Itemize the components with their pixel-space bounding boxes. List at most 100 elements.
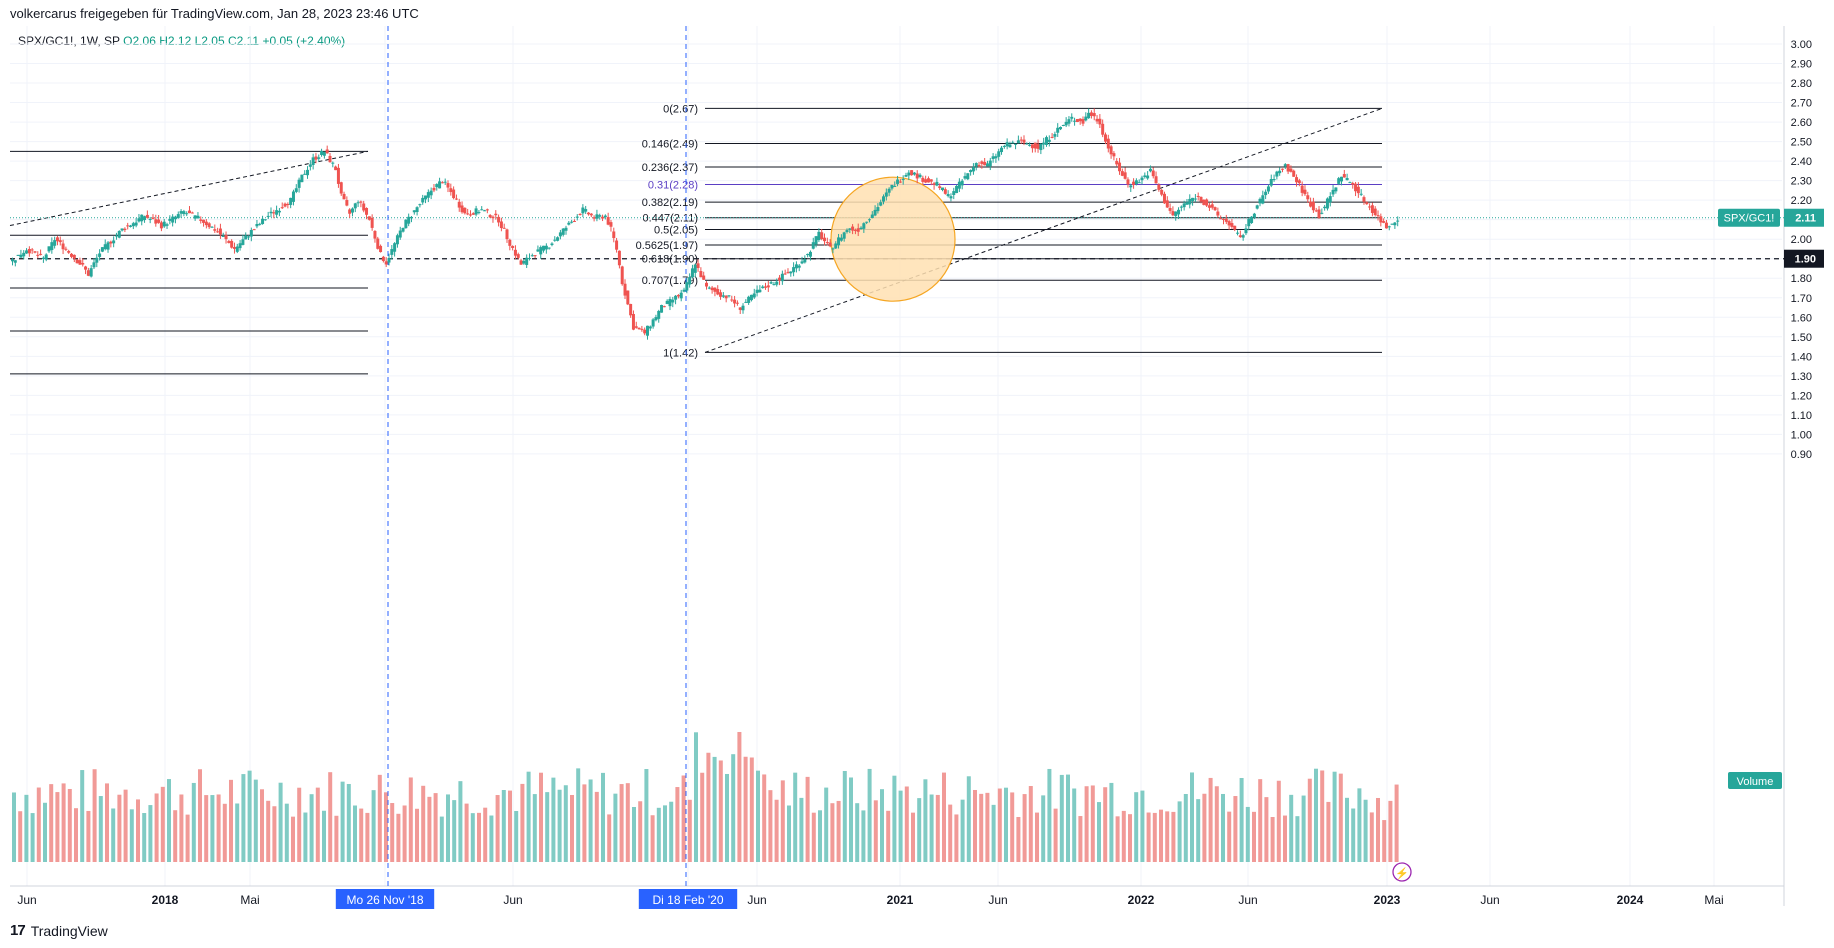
candle-body <box>426 192 430 198</box>
candle-body <box>1067 119 1071 124</box>
candle-body <box>435 184 439 188</box>
candle-body <box>370 217 374 228</box>
candle-body <box>651 319 655 327</box>
candle-body <box>148 218 152 220</box>
candle-body <box>362 203 366 211</box>
candle-body <box>603 215 607 218</box>
price-tick-label: 2.20 <box>1791 195 1812 207</box>
volume-bar <box>793 772 798 862</box>
candle-body <box>1002 145 1006 147</box>
volume-bar <box>557 789 562 862</box>
candle-body <box>1070 116 1074 119</box>
candle-body <box>561 228 565 235</box>
volume-bar <box>1128 814 1132 862</box>
candle-body <box>747 296 751 303</box>
candle-body <box>78 260 82 265</box>
candle-body <box>1120 171 1124 176</box>
candle-body <box>44 254 48 260</box>
candle-body <box>876 207 880 212</box>
candle-body <box>1261 195 1265 204</box>
volume-bar <box>1338 773 1343 862</box>
candle-body <box>1280 168 1284 170</box>
volume-bar <box>222 803 227 862</box>
candle-body <box>1143 175 1147 178</box>
candle-body <box>1022 139 1026 143</box>
candle-body <box>629 303 633 316</box>
candle-body <box>637 327 641 330</box>
candle-body <box>272 212 276 214</box>
candle-body <box>724 295 728 299</box>
candle-body <box>1227 221 1231 226</box>
candle-body <box>474 208 478 215</box>
price-tick-label: 2.30 <box>1791 176 1812 188</box>
candle-body <box>185 213 189 215</box>
candle-body <box>898 181 902 183</box>
volume-tag[interactable] <box>1728 772 1782 789</box>
candle-body <box>126 225 130 227</box>
candle-body <box>1272 179 1276 181</box>
volume-bar <box>656 807 661 862</box>
footer-brand[interactable]: TradingView <box>30 922 108 939</box>
candle-body <box>84 266 88 270</box>
candle-body <box>839 237 843 241</box>
candle-body <box>943 189 947 194</box>
candle-body <box>985 163 989 167</box>
volume-bar <box>588 779 593 862</box>
volume-bar <box>98 796 103 862</box>
candle-body <box>1157 184 1161 190</box>
candle-body <box>1387 226 1391 228</box>
volume-bar <box>805 776 810 862</box>
candle-body <box>853 229 857 231</box>
candle-body <box>719 292 723 297</box>
candle-body <box>1213 207 1217 211</box>
volume-bar <box>966 776 971 862</box>
volume-bar <box>371 790 376 862</box>
lightning-icon[interactable] <box>1392 862 1412 882</box>
candle-body <box>404 219 408 229</box>
candle-body <box>1179 206 1183 208</box>
volume-bar <box>929 794 934 862</box>
candle-body <box>1379 216 1383 223</box>
candle-body <box>1266 186 1270 192</box>
volume-bar <box>880 789 884 862</box>
fib-level-label: 0.707(1.79) <box>642 275 698 287</box>
candle-body <box>679 292 683 299</box>
candle-body <box>963 176 967 179</box>
volume-bar <box>495 795 500 862</box>
candle-body <box>154 219 158 224</box>
candle-body <box>707 287 711 289</box>
candle-body <box>204 221 208 226</box>
candle-body <box>685 282 689 291</box>
candle-body <box>1106 138 1110 149</box>
candle-body <box>199 219 203 221</box>
candle-body <box>106 242 110 250</box>
volume-bar <box>619 784 624 862</box>
candle-body <box>1162 193 1166 204</box>
candle-body <box>761 286 765 289</box>
price-tick-label: 2.00 <box>1791 234 1812 246</box>
candle-body <box>882 196 886 202</box>
volume-bar <box>446 794 450 862</box>
candle-body <box>468 214 472 216</box>
candle-body <box>772 284 776 286</box>
candle-body <box>95 257 99 263</box>
candle-body <box>921 177 925 182</box>
tradingview-logo-icon[interactable]: 17 <box>10 922 26 939</box>
volume-bar <box>92 769 97 862</box>
volume-bar <box>489 815 494 862</box>
candle-body <box>190 212 194 214</box>
candle-body <box>1295 177 1299 183</box>
volume-bar <box>1059 774 1064 862</box>
volume-bar <box>1196 799 1201 862</box>
candle-body <box>193 215 197 219</box>
volume-bar <box>334 815 339 862</box>
candle-body <box>674 295 678 300</box>
candle-body <box>1101 123 1105 135</box>
candle-body <box>1286 164 1290 172</box>
candle-body <box>536 249 540 252</box>
candle-body <box>1328 196 1332 203</box>
fib-level-label: 0.382(2.19) <box>642 197 698 209</box>
candle-body <box>81 262 85 265</box>
candle-body <box>657 310 661 319</box>
